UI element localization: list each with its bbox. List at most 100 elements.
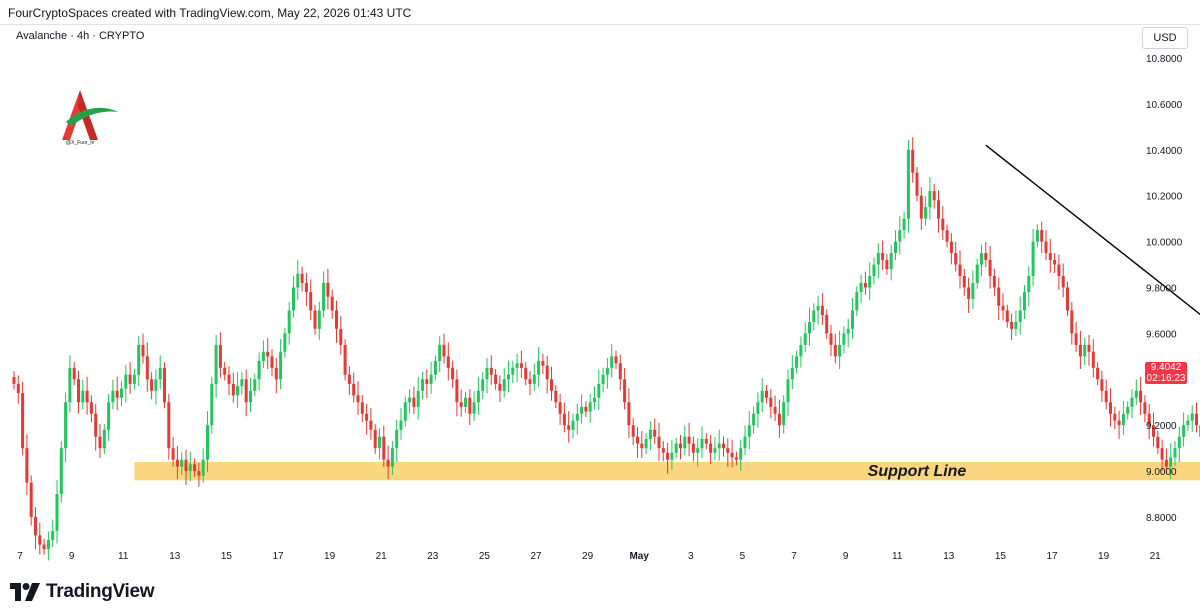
candle-body [644,439,648,449]
candle-body [967,287,971,299]
currency-selector[interactable]: USD [1142,27,1188,49]
candle-body [442,344,446,357]
candle [137,336,141,386]
candle [326,268,330,310]
candle-body [631,425,635,437]
candle-body [1160,448,1164,460]
candle [932,183,936,209]
candle-body [1087,344,1091,352]
time-axis[interactable]: 7 9 11 13 15 17 19 21 23 25 27 29 May 3 5 7 9 11 13 15 17 19 2… [17,551,1200,562]
tradingview-brand[interactable]: TradingView [10,580,155,604]
candle-body [790,367,794,380]
candle [378,428,381,460]
candle [855,286,859,317]
trendline-segment[interactable] [985,144,1200,386]
candle-body [541,360,545,366]
candle [446,342,450,381]
candle-body [700,439,704,449]
candle [726,438,730,467]
symbol-label[interactable]: Avalanche · 4h · CRYPTO [16,30,145,42]
candle [21,381,25,456]
candle [730,440,734,468]
candle [614,350,618,369]
candle [842,326,846,354]
candle [623,368,627,410]
candle [562,402,566,433]
candle-body [1143,402,1147,414]
candle-body [137,344,141,375]
candle-body [691,443,695,453]
candle-body [657,436,661,449]
candle [1186,414,1190,431]
candle-body [954,253,958,265]
candlestick-chart[interactable]: 10.8000 10.6000 10.4000 10.2000 10.0000 9.800… [8,25,1200,565]
trendline[interactable] [985,144,1200,386]
candle [713,436,717,460]
candle [1117,410,1121,440]
candle [395,419,399,463]
candle [954,241,958,272]
candle [975,258,979,289]
candle-body [808,321,811,334]
candle-body [425,379,429,384]
candle [421,372,424,400]
candle-body [227,374,231,384]
candle [1018,296,1022,335]
time-tick-label: 17 [272,551,284,562]
candle-body [846,328,850,334]
candle [85,376,89,415]
candle-body [339,328,343,345]
candle-body [309,292,313,311]
candle-body [949,241,953,254]
candle [1139,376,1143,415]
candle [244,369,248,417]
candle [679,435,682,460]
candle-body [145,356,149,380]
candle [777,399,781,438]
candle-body [515,363,519,368]
candle [132,368,136,390]
price-tick-label: 9.8000 [1146,284,1177,295]
candle-body [21,393,25,449]
candle [16,375,20,405]
candle-body [352,383,356,396]
candle [356,381,360,415]
candle [709,435,713,465]
candle-body [528,379,532,384]
candle [408,389,412,414]
candle [636,426,639,458]
candle-body [627,402,631,426]
time-tick-label: 3 [688,551,694,562]
candle-body [317,310,321,329]
candle [429,362,433,394]
candle [502,368,506,398]
candle [1044,230,1048,261]
candle [120,381,123,407]
candle [863,271,867,295]
candle-body [55,494,59,531]
candle-body [16,383,20,394]
candle [722,436,725,457]
candle-body [601,374,605,384]
candle-body [825,315,829,334]
candle [885,254,889,275]
candle-body [1186,420,1190,426]
candle [808,307,811,347]
candle [468,389,472,425]
price-tick-label: 8.8000 [1146,513,1177,524]
candle-body [360,402,364,414]
candle-body [932,191,936,201]
candle-body [111,390,115,403]
candle [412,386,416,414]
chart-caption: FourCryptoSpaces created with TradingVie… [8,6,412,20]
price-axis[interactable]: 10.8000 10.6000 10.4000 10.2000 10.0000 9.800… [1146,54,1183,524]
candle-body [580,406,584,414]
candle-body [231,383,235,396]
candle-body [485,367,489,380]
candle-body [713,448,717,453]
candle [657,422,661,461]
candle-body [1113,413,1117,421]
candle [59,441,63,503]
candle [111,379,115,410]
candle [201,448,205,483]
